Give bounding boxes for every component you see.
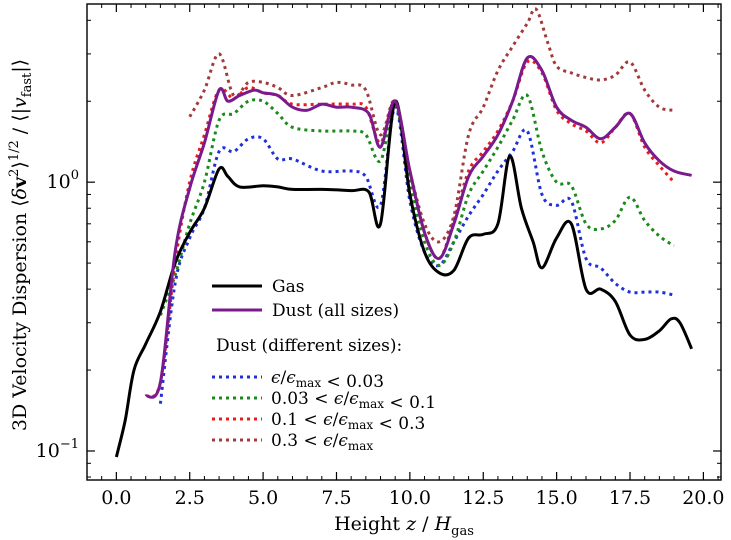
y-tick-label: 10−1 bbox=[36, 437, 79, 462]
legend-gas-label: Gas bbox=[272, 277, 304, 297]
series-group bbox=[114, 7, 693, 458]
series-line-3 bbox=[188, 7, 675, 244]
legend-subtitle: Dust (different sizes): bbox=[216, 336, 402, 356]
x-tick-label: 15.0 bbox=[535, 487, 577, 509]
y-axis-label: 3D Velocity Dispersion ⟨δv2⟩1/2 / ⟨|vfas… bbox=[7, 59, 35, 431]
legend-dust-size-3-label: 0.3 < ϵ/ϵmax bbox=[271, 431, 373, 453]
legend-dust-all-label: Dust (all sizes) bbox=[272, 301, 399, 321]
x-tick-label: 5.0 bbox=[248, 487, 278, 509]
legend: Gas Dust (all sizes) Dust (different sizes… bbox=[212, 277, 436, 453]
x-tick-label: 12.5 bbox=[462, 487, 504, 509]
legend-dust-size-0-label: ϵ/ϵmax < 0.03 bbox=[271, 368, 384, 392]
legend-dust-size-1-label: 0.03 < ϵ/ϵmax < 0.1 bbox=[271, 389, 436, 413]
y-tick-label: 100 bbox=[47, 168, 79, 193]
x-tick-label: 20.0 bbox=[682, 487, 724, 509]
legend-dust-size-2-label: 0.1 < ϵ/ϵmax < 0.3 bbox=[271, 410, 425, 434]
x-tick-label: 0.0 bbox=[101, 487, 131, 509]
series-line-0 bbox=[158, 105, 675, 404]
series-line-5 bbox=[144, 55, 692, 399]
tick-group: 0.0 2.5 5.0 7.5 10.0 12.5 15.0 17.5 20.0 10−1 100 bbox=[36, 4, 725, 509]
x-tick-label: 2.5 bbox=[175, 487, 205, 509]
x-axis-label: Height z / Hgas bbox=[334, 513, 474, 539]
series-line-4 bbox=[114, 99, 693, 458]
x-tick-label: 17.5 bbox=[609, 487, 651, 509]
x-tick-label: 7.5 bbox=[321, 487, 351, 509]
x-tick-label: 10.0 bbox=[389, 487, 431, 509]
